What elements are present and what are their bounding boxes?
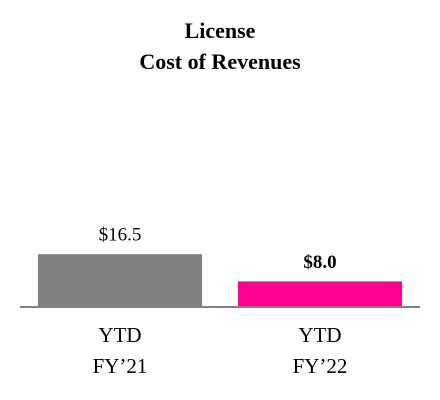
value-label: $16.5: [99, 225, 142, 246]
x-tick-label: FY’22: [293, 354, 348, 378]
x-tick-label: FY’21: [93, 354, 148, 378]
value-label: $8.0: [303, 252, 336, 273]
x-tick-label: YTD: [98, 323, 141, 347]
bar: [238, 281, 402, 307]
chart-title: Cost of Revenues: [139, 49, 301, 74]
x-tick-label: YTD: [298, 323, 341, 347]
chart-title: License: [185, 18, 256, 43]
bar: [38, 254, 202, 307]
